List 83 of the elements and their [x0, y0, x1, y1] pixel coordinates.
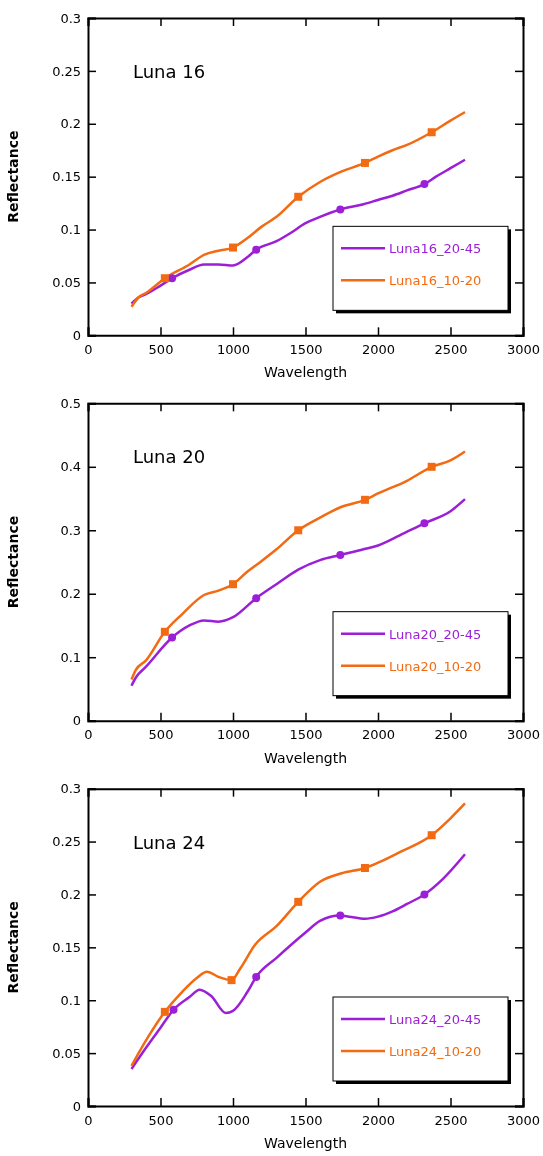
y-axis-title: Reflectance	[5, 515, 21, 609]
x-tick-label: 2500	[434, 341, 468, 357]
point	[360, 158, 369, 167]
y-tick-label: 0.1	[60, 649, 82, 665]
y-tick-label: 0	[72, 713, 82, 729]
point	[420, 180, 429, 189]
point	[252, 594, 261, 603]
point	[252, 245, 261, 254]
text: Luna 20	[133, 446, 206, 468]
x-tick-label: 0	[84, 727, 93, 743]
legend-label: Luna16_10-20	[389, 273, 482, 289]
x-tick-label: 2000	[361, 1112, 396, 1128]
x-tick-label: 2500	[434, 727, 468, 743]
y-tick-label: 0.25	[52, 63, 82, 79]
x-tick-label: 0	[84, 1112, 93, 1128]
y-axis-title: Reflectance	[5, 901, 21, 994]
x-tick-label: 1000	[216, 1112, 251, 1128]
point	[160, 627, 169, 636]
x-tick-label: 2000	[361, 727, 396, 743]
point	[427, 831, 436, 840]
y-tick-label: 0.05	[52, 1045, 82, 1061]
y-tick-label: 0.15	[52, 169, 82, 185]
point	[160, 274, 169, 283]
y-tick-label: 0.5	[60, 395, 82, 411]
y-tick-label: 0.25	[52, 834, 82, 850]
point	[336, 551, 345, 559]
point	[420, 890, 429, 899]
y-tick-label: 0	[72, 1098, 82, 1114]
x-tick-label: 500	[148, 341, 174, 357]
x-axis-title: Wavelength	[263, 749, 348, 766]
point	[227, 976, 236, 985]
y-tick-label: 0.3	[60, 781, 82, 797]
point	[427, 128, 436, 137]
x-tick-label: 1500	[289, 1112, 323, 1128]
point	[360, 495, 369, 504]
y-tick-label: 0.15	[52, 939, 82, 955]
legend-label: Luna16_20-45	[389, 241, 482, 257]
point	[336, 911, 345, 920]
x-tick-label: 3000	[506, 1112, 541, 1128]
x-tick-label: 500	[148, 727, 174, 743]
text: Luna 24	[133, 831, 206, 853]
point	[294, 526, 303, 535]
point	[294, 897, 303, 906]
point	[360, 864, 369, 872]
point	[336, 205, 345, 214]
x-tick-label: 0	[84, 341, 93, 357]
text: Luna 16	[133, 61, 206, 82]
x-tick-label: 2500	[434, 1112, 468, 1128]
y-tick-label: 0.4	[60, 459, 82, 475]
point	[294, 192, 303, 201]
x-tick-label: 3000	[506, 341, 541, 357]
x-tick-label: 500	[148, 1112, 174, 1128]
x-tick-label: 1500	[289, 341, 323, 357]
y-tick-label: 0.2	[60, 116, 82, 132]
point	[168, 274, 177, 283]
x-axis-title: Wavelength	[263, 1135, 348, 1151]
legend-label: Luna20_10-20	[389, 658, 482, 674]
x-tick-label: 1500	[289, 727, 323, 743]
x-axis-title: Wavelength	[263, 364, 348, 381]
legend-label: Luna20_20-45	[389, 626, 482, 642]
legend-label: Luna24_20-45	[389, 1012, 482, 1027]
x-tick-label: 1000	[216, 341, 251, 357]
x-tick-label: 2000	[361, 341, 396, 357]
point	[252, 972, 261, 981]
point	[229, 580, 237, 589]
y-axis-title: Reflectance	[5, 130, 21, 223]
legend-label: Luna24_10-20	[389, 1044, 482, 1059]
y-tick-label: 0	[72, 327, 82, 343]
point	[169, 1005, 178, 1014]
point	[420, 519, 429, 528]
x-tick-label: 1000	[216, 727, 251, 743]
point	[168, 633, 177, 642]
y-tick-label: 0.3	[60, 522, 82, 538]
y-tick-label: 0.3	[60, 10, 82, 26]
y-tick-label: 0.1	[60, 992, 82, 1008]
point	[160, 1007, 169, 1016]
x-tick-label: 3000	[506, 727, 541, 743]
y-tick-label: 0.2	[60, 887, 82, 903]
y-tick-label: 0.1	[60, 222, 82, 238]
y-tick-label: 0.2	[60, 586, 82, 602]
point	[427, 462, 436, 471]
y-tick-label: 0.05	[52, 275, 82, 291]
point	[229, 243, 237, 252]
